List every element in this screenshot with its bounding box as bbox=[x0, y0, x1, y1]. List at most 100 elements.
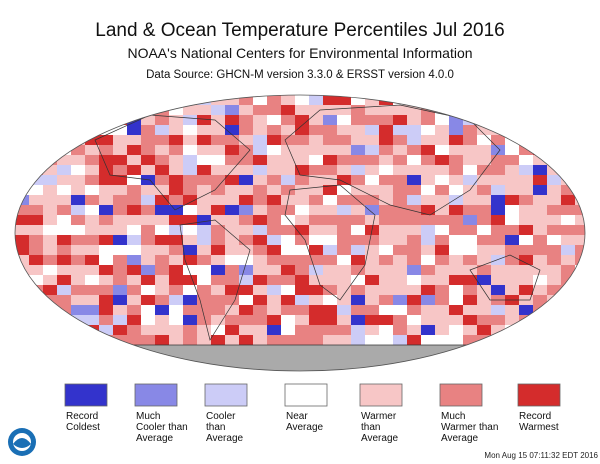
map-cell bbox=[547, 255, 561, 265]
map-cell bbox=[295, 265, 309, 275]
map-cell bbox=[85, 145, 99, 155]
map-cell bbox=[85, 105, 99, 115]
map-cell bbox=[421, 145, 435, 155]
map-cell bbox=[309, 265, 323, 275]
map-cell bbox=[379, 285, 393, 295]
map-cell bbox=[281, 145, 295, 155]
map-cell bbox=[197, 335, 211, 345]
map-cell bbox=[547, 105, 561, 115]
map-cell bbox=[407, 325, 421, 335]
map-cell bbox=[239, 105, 253, 115]
map-cell bbox=[225, 115, 239, 125]
map-cell bbox=[505, 115, 519, 125]
map-cell bbox=[29, 205, 43, 215]
map-cell bbox=[393, 135, 407, 145]
map-cell bbox=[547, 225, 561, 235]
map-cell bbox=[519, 195, 533, 205]
map-cell bbox=[29, 105, 43, 115]
map-cell bbox=[505, 285, 519, 295]
map-cell bbox=[407, 355, 421, 365]
map-cell bbox=[113, 305, 127, 315]
map-cell bbox=[113, 185, 127, 195]
map-cell bbox=[211, 165, 225, 175]
map-cell bbox=[463, 215, 477, 225]
map-cell bbox=[337, 275, 351, 285]
map-cell bbox=[225, 145, 239, 155]
map-cell bbox=[29, 95, 43, 105]
map-cell bbox=[267, 175, 281, 185]
map-cell bbox=[365, 195, 379, 205]
map-cell bbox=[29, 145, 43, 155]
map-cell bbox=[211, 155, 225, 165]
map-cell bbox=[407, 195, 421, 205]
map-cell bbox=[281, 295, 295, 305]
map-cell bbox=[463, 295, 477, 305]
map-cell bbox=[281, 315, 295, 325]
map-cell bbox=[183, 285, 197, 295]
map-cell bbox=[351, 95, 365, 105]
map-cell bbox=[533, 195, 547, 205]
map-cell bbox=[113, 345, 127, 355]
map-cell bbox=[15, 165, 29, 175]
map-cell bbox=[43, 125, 57, 135]
map-cell bbox=[295, 155, 309, 165]
map-cell bbox=[449, 315, 463, 325]
map-cell bbox=[435, 185, 449, 195]
map-cell bbox=[519, 95, 533, 105]
map-cell bbox=[477, 95, 491, 105]
map-cell bbox=[435, 365, 449, 371]
map-cell bbox=[113, 135, 127, 145]
map-cell bbox=[379, 185, 393, 195]
map-cell bbox=[407, 135, 421, 145]
map-cell bbox=[393, 295, 407, 305]
map-cell bbox=[239, 275, 253, 285]
map-cell bbox=[449, 225, 463, 235]
map-cell bbox=[211, 335, 225, 345]
map-cell bbox=[491, 325, 505, 335]
map-cell bbox=[393, 325, 407, 335]
map-cell bbox=[519, 105, 533, 115]
map-cell bbox=[127, 285, 141, 295]
map-cell bbox=[267, 255, 281, 265]
map-cell bbox=[267, 95, 281, 105]
map-cell bbox=[29, 125, 43, 135]
map-cell bbox=[379, 105, 393, 115]
map-cell bbox=[267, 335, 281, 345]
map-cell bbox=[113, 105, 127, 115]
map-cell bbox=[519, 355, 533, 365]
map-cell bbox=[575, 165, 585, 175]
map-cell bbox=[43, 285, 57, 295]
map-cell bbox=[127, 295, 141, 305]
map-cell bbox=[435, 175, 449, 185]
map-cell bbox=[491, 315, 505, 325]
map-cell bbox=[309, 105, 323, 115]
map-cell bbox=[351, 335, 365, 345]
map-cell bbox=[141, 335, 155, 345]
map-cell bbox=[393, 115, 407, 125]
map-cell bbox=[141, 295, 155, 305]
map-cell bbox=[575, 285, 585, 295]
map-cell bbox=[155, 355, 169, 365]
map-cell bbox=[71, 215, 85, 225]
map-cell bbox=[155, 185, 169, 195]
map-cell bbox=[239, 295, 253, 305]
map-cell bbox=[477, 105, 491, 115]
map-cell bbox=[337, 265, 351, 275]
map-cell bbox=[295, 105, 309, 115]
map-cell bbox=[211, 325, 225, 335]
map-cell bbox=[127, 175, 141, 185]
map-cell bbox=[421, 365, 435, 371]
map-cell bbox=[15, 305, 29, 315]
map-cell bbox=[239, 325, 253, 335]
map-cell bbox=[295, 285, 309, 295]
map-cell bbox=[85, 285, 99, 295]
map-cell bbox=[351, 205, 365, 215]
map-cell bbox=[99, 245, 113, 255]
map-cell bbox=[141, 105, 155, 115]
map-cell bbox=[29, 165, 43, 175]
map-cell bbox=[533, 95, 547, 105]
map-cell bbox=[57, 185, 71, 195]
map-cell bbox=[267, 345, 281, 355]
map-cell bbox=[239, 175, 253, 185]
map-cell bbox=[519, 285, 533, 295]
